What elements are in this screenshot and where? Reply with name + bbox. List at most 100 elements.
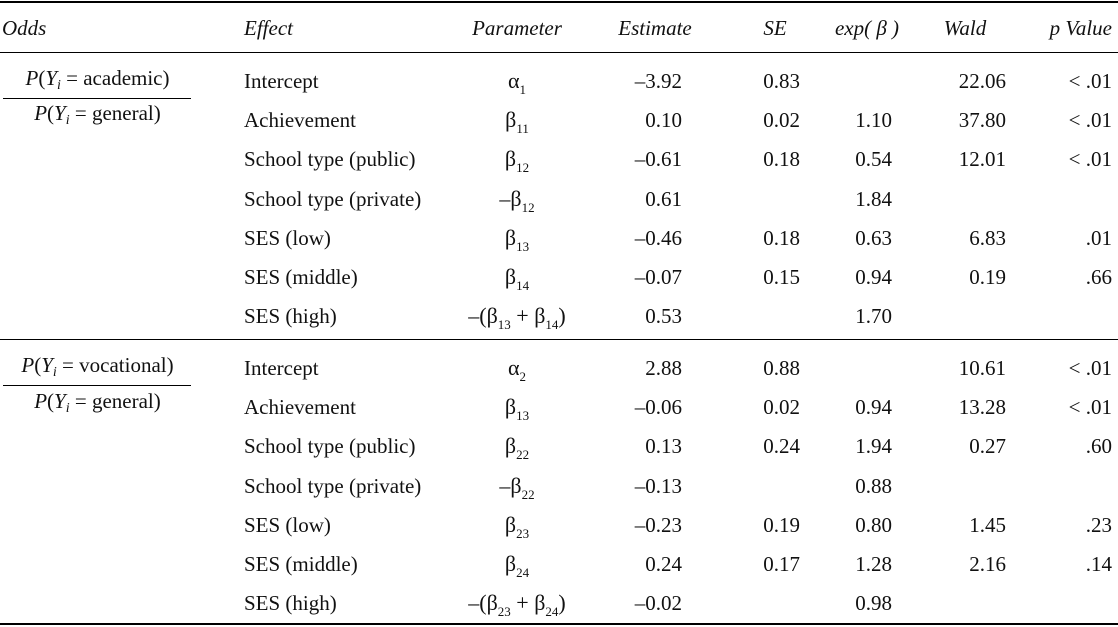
param-symbol: α — [507, 355, 520, 380]
odds-num-sub: i — [52, 365, 57, 380]
se-cell: 0.24 — [763, 434, 800, 458]
param-symbol: β — [504, 551, 517, 576]
p-value-cell: < .01 — [1068, 147, 1112, 171]
se-cell: 0.15 — [763, 265, 800, 289]
param-symbol: α — [507, 68, 520, 93]
header-estimate: Estimate — [618, 16, 692, 40]
param-subscript-2: 14 — [545, 317, 559, 332]
estimate-cell: –0.06 — [634, 395, 682, 419]
parameter-cell: β23 — [447, 512, 587, 541]
odds-den-y: Y — [54, 101, 66, 125]
odds-denominator: P(Yi = general) — [0, 101, 195, 128]
se-cell: 0.18 — [763, 226, 800, 250]
wald-cell: 13.28 — [958, 395, 1006, 419]
odds-denominator: P(Yi = general) — [0, 389, 195, 416]
effect-cell: SES (high) — [244, 304, 337, 328]
effect-cell: SES (high) — [244, 591, 337, 615]
odds-num-rest: = vocational) — [56, 353, 174, 377]
estimate-cell: –0.07 — [634, 265, 682, 289]
effect-cell: Intercept — [244, 356, 319, 380]
top-rule — [0, 1, 1118, 3]
param-close: ) — [558, 303, 566, 328]
odds-num-rest: = academic) — [60, 66, 170, 90]
header-rule — [0, 52, 1118, 54]
param-symbol: –(β — [468, 590, 498, 615]
parameter-cell: β13 — [447, 394, 587, 423]
param-subscript-2: 24 — [545, 604, 559, 619]
effect-cell: SES (low) — [244, 226, 331, 250]
p-value-cell: < .01 — [1068, 395, 1112, 419]
odds-num-y: Y — [45, 66, 57, 90]
param-subscript: 13 — [516, 239, 530, 254]
odds-den-rest: = general) — [69, 389, 161, 413]
wald-cell: 0.19 — [969, 265, 1006, 289]
odds-den-open: ( — [47, 101, 55, 125]
estimate-cell: –3.92 — [634, 69, 682, 93]
exp-beta-cell: 0.80 — [855, 513, 892, 537]
exp-beta-cell: 0.63 — [855, 226, 892, 250]
effect-cell: SES (middle) — [244, 552, 358, 576]
param-symbol: –β — [499, 186, 522, 211]
bottom-rule — [0, 623, 1118, 625]
exp-beta-cell: 0.98 — [855, 591, 892, 615]
param-symbol: –β — [499, 473, 522, 498]
param-subscript: 2 — [519, 369, 527, 384]
odds-num-sub: i — [57, 78, 61, 93]
odds-num-y: Y — [41, 353, 53, 377]
param-subscript: 22 — [516, 447, 530, 462]
p-value-cell: .66 — [1085, 265, 1112, 289]
param-subscript: 23 — [497, 604, 511, 619]
parameter-cell: β12 — [447, 147, 587, 175]
p-value-cell: < .01 — [1068, 69, 1112, 93]
odds-den-rest: = general) — [69, 101, 161, 125]
effect-cell: School type (public) — [244, 147, 416, 171]
param-subscript: 14 — [516, 278, 530, 293]
wald-cell: 6.83 — [969, 226, 1006, 250]
param-subscript: 22 — [521, 487, 535, 502]
effect-cell: School type (private) — [244, 474, 422, 498]
header-parameter: Parameter — [472, 16, 562, 40]
param-subscript: 23 — [516, 526, 530, 541]
group-divider-rule — [0, 339, 1118, 341]
se-cell: 0.17 — [763, 552, 800, 576]
parameter-cell: β11 — [447, 108, 587, 136]
param-symbol: β — [504, 264, 517, 289]
exp-beta-cell: 1.10 — [855, 108, 892, 132]
parameter-cell: –(β23 + β24) — [447, 590, 587, 619]
wald-cell: 37.80 — [958, 108, 1006, 132]
parameter-cell: β13 — [447, 226, 587, 254]
param-subscript: 13 — [516, 408, 530, 423]
param-symbol: β — [504, 512, 517, 537]
effect-cell: Intercept — [244, 69, 319, 93]
estimate-cell: –0.13 — [634, 474, 682, 498]
param-close: ) — [558, 590, 566, 615]
parameter-cell: –β12 — [447, 186, 587, 215]
odds-num-open: ( — [34, 353, 42, 377]
param-subscript: 11 — [516, 121, 529, 136]
param-symbol: β — [504, 433, 517, 458]
estimate-cell: 0.53 — [645, 304, 682, 328]
odds-den-y: Y — [54, 389, 66, 413]
p-value-cell: < .01 — [1068, 356, 1112, 380]
header-effect: Effect — [244, 16, 293, 40]
odds-den-sub: i — [65, 401, 70, 416]
param-subscript: 12 — [521, 200, 535, 215]
param-subscript: 1 — [519, 82, 527, 97]
estimate-cell: 0.61 — [645, 187, 682, 211]
param-symbol: β — [504, 394, 517, 419]
se-cell: 0.18 — [763, 147, 800, 171]
parameter-cell: β14 — [447, 264, 587, 293]
estimate-cell: 0.10 — [645, 108, 682, 132]
param-subscript: 24 — [516, 565, 530, 580]
p-value-cell: < .01 — [1068, 108, 1112, 132]
exp-beta-cell: 1.70 — [855, 304, 892, 328]
odds-den-var: P — [34, 389, 48, 413]
exp-beta-cell: 0.88 — [855, 474, 892, 498]
se-cell: 0.02 — [763, 108, 800, 132]
se-cell: 0.02 — [763, 395, 800, 419]
wald-cell: 2.16 — [969, 552, 1006, 576]
odds-den-sub: i — [65, 113, 70, 128]
effect-cell: Achievement — [244, 108, 356, 132]
odds-numerator: P(Yi = academic) — [0, 66, 195, 93]
exp-beta-cell: 0.54 — [855, 147, 892, 171]
